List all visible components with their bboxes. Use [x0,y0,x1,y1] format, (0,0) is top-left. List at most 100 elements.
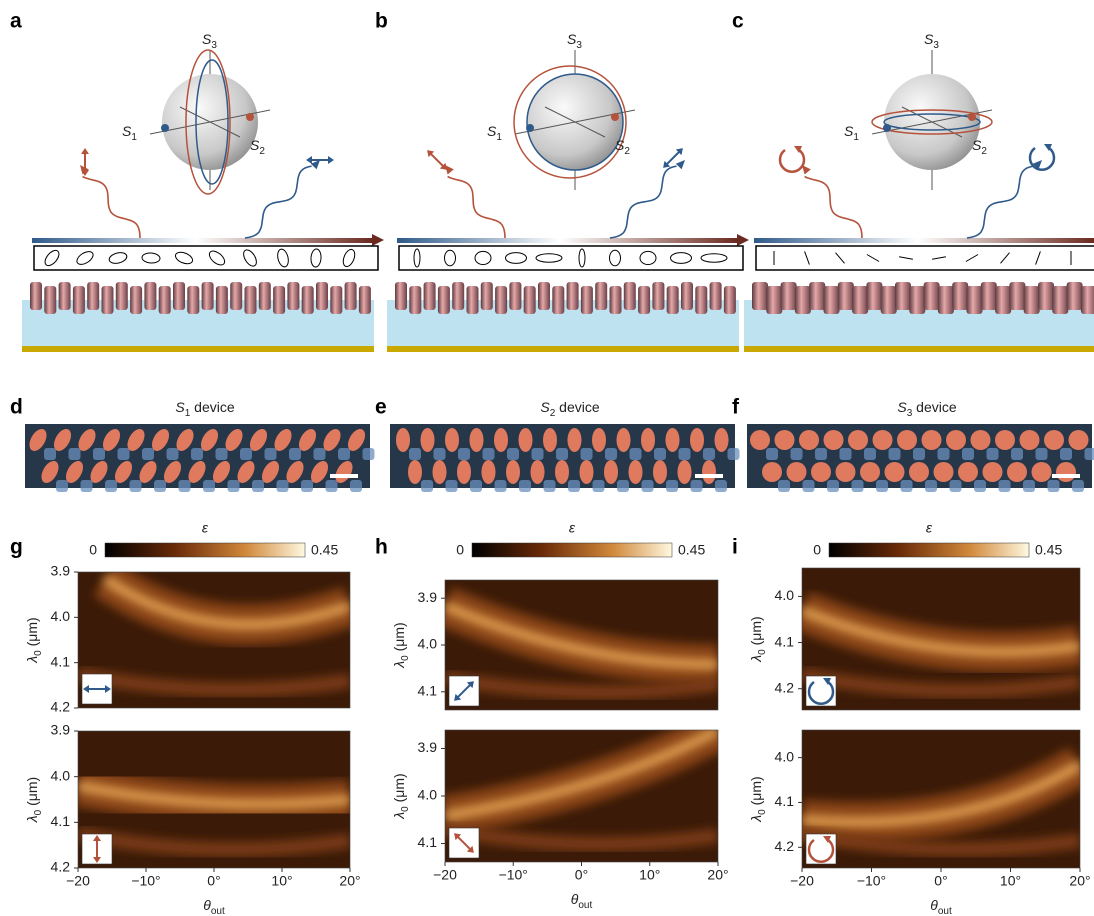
pillar [187,286,199,314]
sem-blue-pillar [938,448,950,460]
x-axis-label: θout [571,891,593,911]
heatmap [802,730,1080,868]
state-dot [246,113,254,121]
sem-blue-pillar [265,448,277,460]
sem-red-pillar [408,460,422,484]
pillar [73,286,85,314]
sem-blue-pillar [93,448,105,460]
y-tick-label: 4.0 [51,608,71,624]
x-tick-label: −10° [499,867,528,883]
unit-box [34,246,378,270]
sem-red-pillar [617,428,631,452]
device-title: S1 device [175,399,234,419]
pillar [1052,286,1068,314]
y-tick-label: 4.1 [418,834,438,850]
y-tick-label: 4.0 [418,636,438,652]
sem-blue-pillar [301,480,313,492]
sem-red-pillar [909,462,929,482]
pillar [567,282,579,310]
pillar [395,282,407,310]
sem-red-pillar [580,460,594,484]
y-tick-label: 4.1 [775,793,795,809]
pillar [667,286,679,314]
label-rest: (μm) [24,617,40,650]
x-axis-label: θout [203,897,225,916]
sem-red-pillar [421,428,435,452]
sem-blue-pillar [179,480,191,492]
sem-blue-pillar [338,448,350,460]
sem-blue-pillar [974,480,986,492]
sem-blue-pillar [791,448,803,460]
gold-layer [744,346,1094,352]
colorbar-max: 0.45 [311,542,338,558]
sem-blue-pillar [654,448,666,460]
light-wave [967,166,1034,238]
device-title: S3 device [897,399,956,419]
y-tick-label: 3.9 [418,589,438,605]
sem-blue-pillar [568,480,580,492]
pillar [724,286,736,314]
panel-label: c [732,10,744,33]
sem-blue-pillar [617,480,629,492]
sem-blue-pillar [925,480,937,492]
y-tick-label: 4.0 [775,748,795,764]
pillar [159,286,171,314]
colorbar-symbol: ε [202,520,209,536]
light-wave [448,177,505,239]
sem-red-pillar [824,430,844,450]
pillar [695,286,707,314]
pillar [330,286,342,314]
pillar [781,282,797,310]
pillar [881,286,897,314]
sem-blue-pillar [314,448,326,460]
y-tick-label: 4.2 [775,679,795,695]
panel-label: h [375,536,388,559]
x-tick-label: 0° [934,873,947,889]
pillar [316,282,328,310]
colorbar-min: 0 [456,542,464,558]
sem-blue-pillar [950,480,962,492]
sem-red-pillar [799,430,819,450]
sem-blue-pillar [69,448,81,460]
sem-blue-pillar [840,448,852,460]
heatmap [802,568,1080,710]
sem-red-pillar [787,462,807,482]
sem-red-pillar [922,430,942,450]
pillar [424,282,436,310]
sem-blue-pillar [154,480,166,492]
sem-blue-pillar [1011,448,1023,460]
sem-blue-pillar [167,448,179,460]
sem-red-pillar [482,460,496,484]
sem-blue-pillar [228,480,240,492]
label-rest: (μm) [24,777,40,810]
sem-red-pillar [1069,430,1089,450]
pillar [610,286,622,314]
sem-blue-pillar [483,448,495,460]
sem-red-pillar [543,428,557,452]
sem-red-pillar [971,430,991,450]
pillar [838,282,854,310]
sem-blue-pillar [803,480,815,492]
pillar [866,282,882,310]
subscript: out [578,900,592,911]
gold-layer [387,346,739,352]
sem-red-pillar [470,428,484,452]
symbol: λ [748,815,764,823]
axis-label: S3 [924,31,939,51]
colorbar [105,543,305,557]
pillar [995,286,1011,314]
sem-red-pillar [666,428,680,452]
y-axis-label: λ0 (μm) [748,776,768,822]
colorbar-max: 0.45 [678,542,705,558]
y-axis-label: λ0 (μm) [24,777,44,823]
sem-red-pillar [715,428,729,452]
symbol: λ [391,661,407,669]
sem-blue-pillar [495,480,507,492]
scale-bar [695,474,723,478]
orientation-bar [32,238,372,243]
sem-blue-pillar [118,448,130,460]
pillar [710,282,722,310]
pillar [452,282,464,310]
bar-head [372,234,384,246]
pillar [409,286,421,314]
